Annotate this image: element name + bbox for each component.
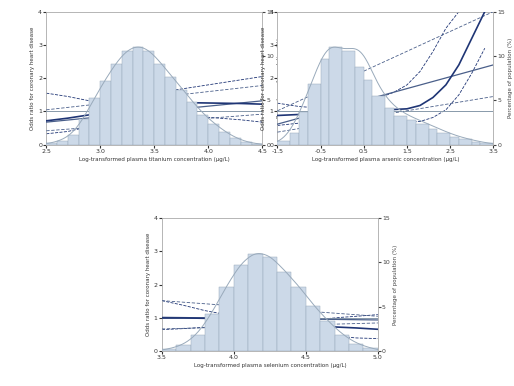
Bar bbox=[308, 84, 321, 145]
Bar bbox=[291, 288, 306, 351]
Bar bbox=[394, 116, 407, 145]
X-axis label: Log-transformed plasma titanium concentration (μg/L): Log-transformed plasma titanium concentr… bbox=[79, 157, 230, 162]
Bar bbox=[187, 102, 197, 145]
Bar bbox=[208, 124, 219, 145]
Bar bbox=[89, 98, 100, 145]
Bar bbox=[143, 51, 154, 145]
Bar bbox=[306, 306, 320, 351]
Bar bbox=[176, 345, 191, 351]
Bar bbox=[57, 141, 68, 145]
Bar bbox=[219, 288, 234, 351]
Bar bbox=[46, 143, 57, 145]
Bar bbox=[386, 108, 394, 145]
Bar bbox=[416, 124, 429, 145]
Y-axis label: Odds ratio for coronary heart disease: Odds ratio for coronary heart disease bbox=[262, 27, 266, 130]
Y-axis label: Percentage of population (%): Percentage of population (%) bbox=[508, 38, 513, 118]
Bar bbox=[349, 344, 363, 351]
Bar bbox=[111, 64, 122, 145]
Bar bbox=[197, 115, 208, 145]
Bar bbox=[191, 335, 205, 351]
Bar bbox=[248, 254, 263, 351]
Bar bbox=[234, 265, 248, 351]
Bar bbox=[79, 119, 89, 145]
Y-axis label: Percentage of population (%): Percentage of population (%) bbox=[393, 245, 397, 325]
Bar bbox=[407, 120, 416, 145]
Bar bbox=[165, 77, 176, 145]
Bar bbox=[355, 68, 364, 145]
Bar bbox=[100, 81, 111, 145]
Bar bbox=[154, 64, 165, 145]
Bar bbox=[278, 141, 290, 145]
Bar bbox=[363, 348, 378, 351]
Bar bbox=[481, 143, 493, 145]
Bar bbox=[133, 47, 143, 145]
Bar bbox=[68, 135, 79, 145]
Bar bbox=[122, 51, 133, 145]
Bar bbox=[251, 144, 262, 145]
Bar bbox=[219, 132, 230, 145]
Bar bbox=[459, 139, 472, 145]
Bar bbox=[329, 47, 342, 145]
Bar bbox=[437, 132, 450, 145]
Bar bbox=[162, 349, 176, 351]
Bar bbox=[321, 59, 329, 145]
X-axis label: Log-transformed plasma selenium concentration (μg/L): Log-transformed plasma selenium concentr… bbox=[194, 363, 346, 368]
Bar bbox=[205, 314, 219, 351]
Bar bbox=[335, 335, 349, 351]
Bar bbox=[290, 132, 299, 145]
Bar bbox=[342, 51, 355, 145]
Bar bbox=[472, 142, 481, 145]
Bar bbox=[241, 142, 251, 145]
Y-axis label: Odds ratio for coronary heart disease: Odds ratio for coronary heart disease bbox=[30, 27, 35, 130]
Y-axis label: Odds ratio for coronary heart disease: Odds ratio for coronary heart disease bbox=[146, 233, 151, 336]
Bar bbox=[263, 257, 277, 351]
Bar bbox=[450, 137, 459, 145]
Bar bbox=[320, 321, 335, 351]
Bar bbox=[373, 96, 386, 145]
Bar bbox=[429, 129, 437, 145]
X-axis label: Log-transformed plasma arsenic concentration (μg/L): Log-transformed plasma arsenic concentra… bbox=[311, 157, 459, 162]
Bar bbox=[176, 90, 187, 145]
Bar bbox=[277, 273, 291, 351]
Y-axis label: Percentage of population (%): Percentage of population (%) bbox=[277, 38, 282, 118]
Bar bbox=[230, 138, 241, 145]
Bar bbox=[299, 112, 308, 145]
Bar bbox=[364, 80, 373, 145]
